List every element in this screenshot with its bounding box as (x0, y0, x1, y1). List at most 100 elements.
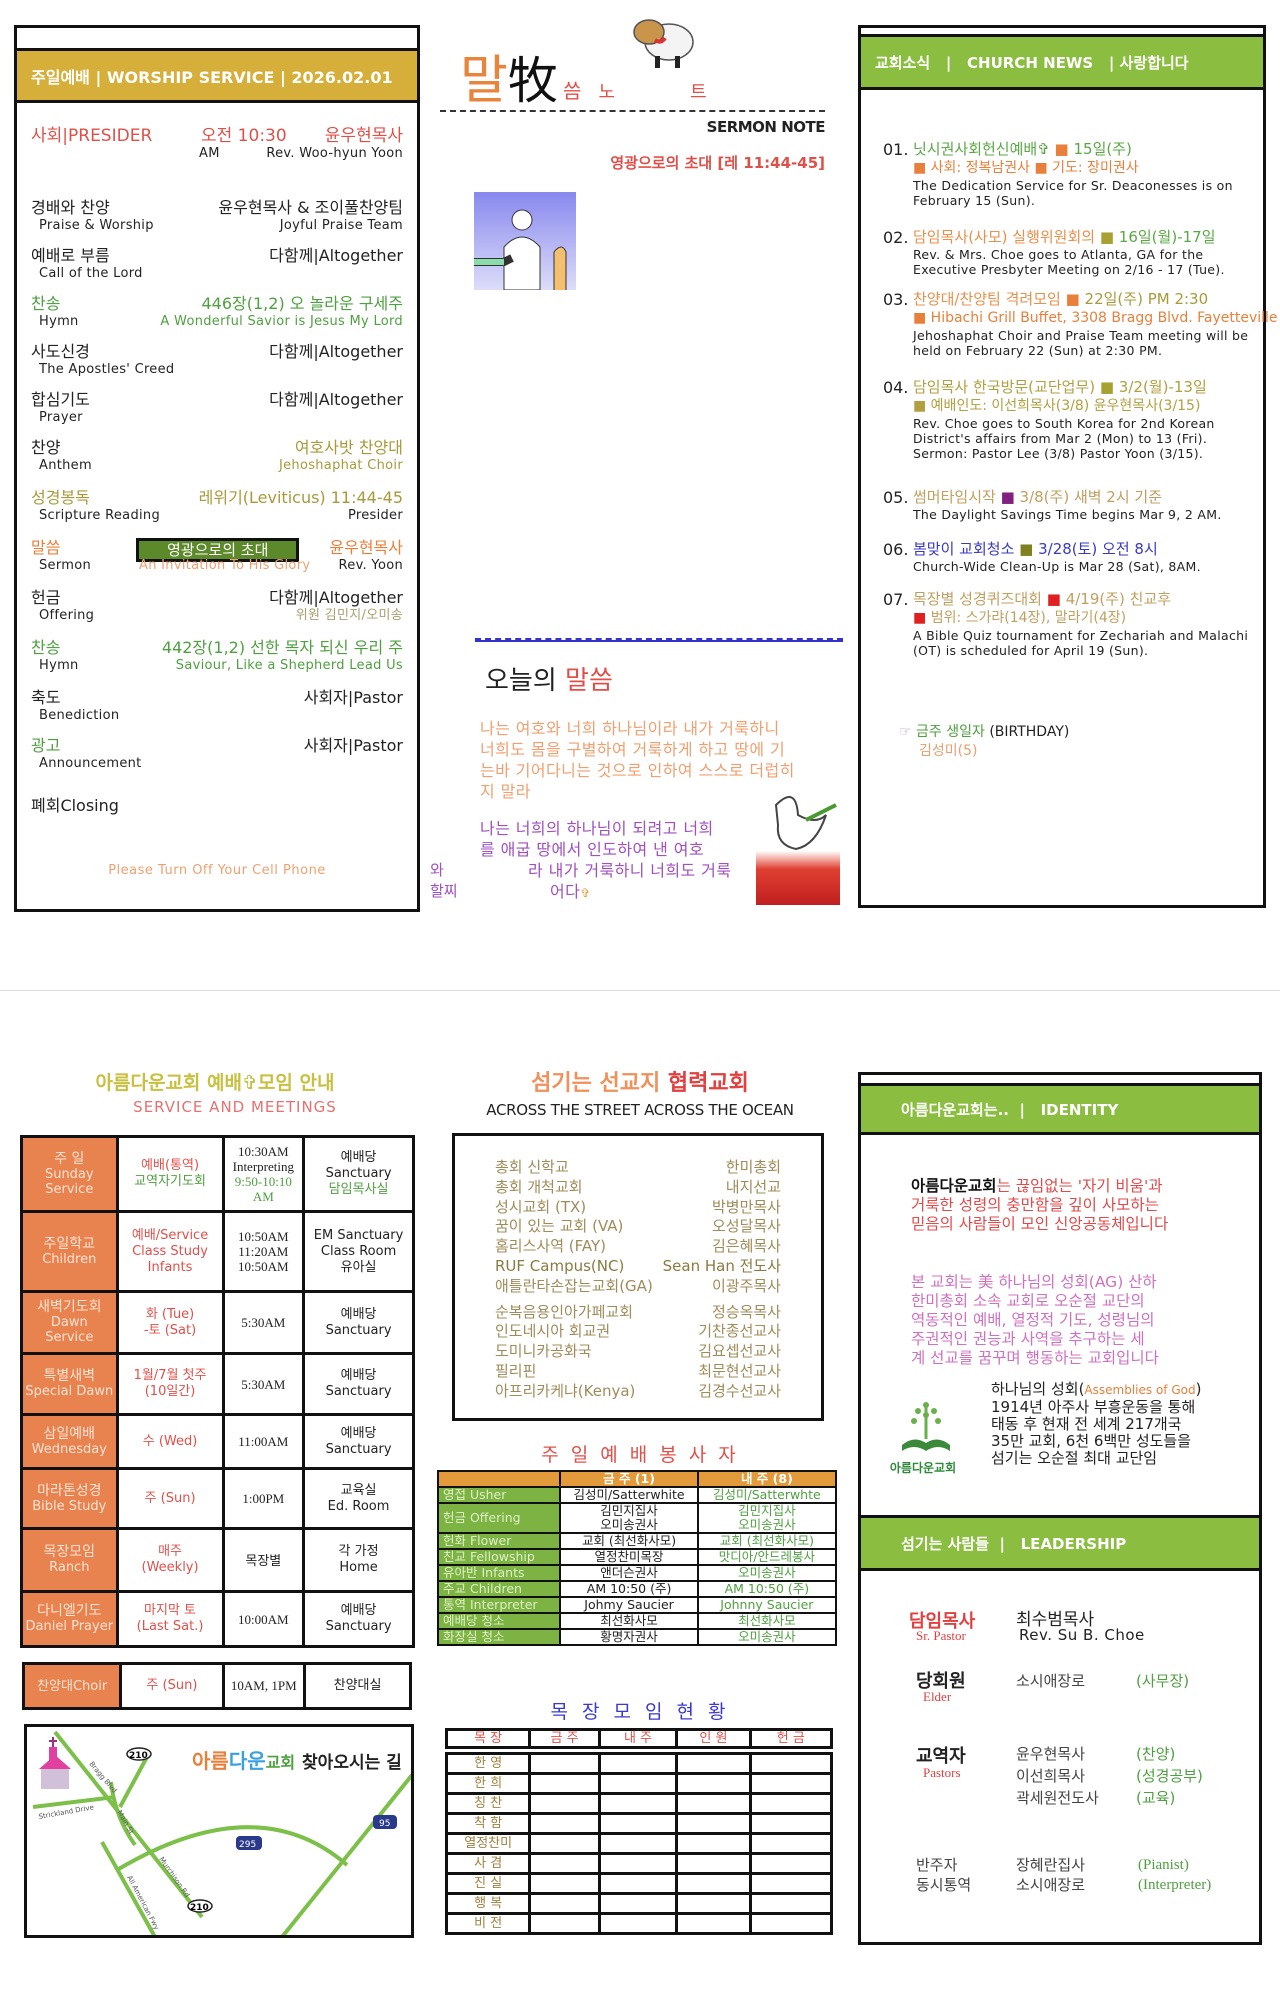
group-cell (597, 1752, 679, 1775)
elder-role: (사무장) (1136, 1672, 1190, 1690)
mission-leader: 내지선교 (725, 1177, 781, 1196)
volunteer-role: 헌화 Flower (436, 1532, 562, 1550)
news-title: 닛시권사회헌신예배✞ ■ 15일(주) (913, 140, 1249, 159)
pastor-row: 윤우현목사 (찬양) (1016, 1743, 1256, 1765)
service-day-line: 교역자기도회 (134, 1174, 206, 1189)
news-title-part: 담임목사 한국방문(교단업무) (913, 378, 1100, 396)
worship-item: 말씀 Sermon 윤우현목사 Rev. Yoon 영광으로의 초대 An Invitat… (31, 538, 403, 584)
news-item: 04. 담임목사 한국방문(교단업무) ■ 3/2(월)-13일 ■ 예배인도: 이… (883, 378, 1249, 461)
shield-210-south: 210 (190, 1903, 209, 1913)
service-place: 각 가정 Home (302, 1527, 415, 1593)
item-leader: 다함께|Altogether (269, 246, 403, 265)
news-number: 02. (883, 228, 909, 247)
item-leader: 다함께|Altogether (269, 588, 403, 607)
volunteer-next-week: 맛디아/안드레봉사 (696, 1548, 838, 1566)
news-number: 01. (883, 140, 909, 159)
sr-pastor-name-en: Rev. Su B. Choe (1019, 1626, 1145, 1644)
volunteer-row: 화장실 청소 황명자권사 오미송권사 (436, 1628, 838, 1646)
sheep-icon (633, 19, 694, 68)
volunteer-this-week: 황명자권사 (559, 1628, 699, 1646)
news-description: A Bible Quiz tournament for Zechariah an… (913, 628, 1249, 658)
news-sub-part: ■ Hibachi Grill Buffet, 3308 Bragg Blvd.… (913, 310, 1278, 326)
item-leader: 446장(1,2) 오 놀라운 구세주 (201, 294, 404, 313)
verse-1: 나는 여호와 너희 하나님이라 내가 거룩하니 너희도 몸을 구별하여 거룩하게 … (480, 718, 795, 802)
sermon-illustration (474, 192, 576, 290)
volunteers-header: 금 주 (1) (559, 1470, 699, 1488)
item-label-ko: 찬양 (31, 438, 61, 457)
volunteer-name: 최선화사모 (600, 1613, 658, 1628)
volunteer-next-week: 김민지집사 오미송권사 (696, 1502, 838, 1534)
item-leader-en: Joyful Praise Team (279, 218, 403, 233)
sr-pastor-label-en: Sr. Pastor (916, 1628, 966, 1643)
news-title-part: 봄맞이 교회청소 (913, 540, 1020, 558)
news-sub-part: ■ 예배인도: 이선희목사(3/8) 윤우현목사(3/15) (913, 398, 1201, 414)
item-leader: 다함께|Altogether (269, 342, 403, 361)
service-name-ko: 주일학교 (43, 1235, 96, 1252)
service-place-line: 예배당 (340, 1368, 377, 1383)
news-title-part: ■ (1099, 378, 1119, 396)
volunteer-name: 열정찬미목장 (594, 1549, 664, 1564)
road-main (109, 1781, 137, 1847)
group-name: 진 실 (444, 1872, 532, 1895)
page-divider (0, 990, 1280, 991)
dove-icon (774, 796, 837, 851)
service-place: 예배당 Sanctuary (302, 1290, 415, 1355)
service-name-ko: 목장모임 (43, 1544, 96, 1560)
sr-pastor-label: 담임목사 (909, 1611, 976, 1632)
volunteer-next-week: 교회 (최선화사모) (696, 1532, 838, 1550)
mission-leader: 박병만목사 (711, 1197, 781, 1216)
pastor-name: 이선희목사 (1016, 1767, 1086, 1785)
news-header: 교회소식 | CHURCH NEWS | 사랑합니다 (861, 34, 1263, 90)
mission-row: 애틀란타손잡는교회(GA) 이광주목사 (495, 1277, 781, 1296)
choir-row: 찬양대Choir 주 (Sun) 10AM, 1PM 찬양대실 (21, 1662, 412, 1710)
group-cell (528, 1812, 601, 1835)
service-place-line: Sanctuary (325, 1619, 392, 1634)
group-cell (748, 1812, 834, 1835)
news-description: Rev. Choe goes to South Korea for 2nd Ko… (913, 416, 1215, 461)
volunteers-header-row: 금 주 (1) 내 주 (8) (436, 1470, 838, 1488)
volunteer-this-week: AM 10:50 (주) (559, 1580, 699, 1598)
service-name-ko: 마라톤성경 (37, 1482, 102, 1499)
news-title: 찬양대/찬양팀 격려모임 ■ 22일(주) PM 2:30 (913, 290, 1249, 309)
volunteer-row: 헌화 Flower 교회 (최선화사모) 교회 (최선화사모) (436, 1532, 838, 1550)
volunteer-this-week: 김성미/Satterwhite (559, 1486, 699, 1504)
service-time: 10:50AM 11:20AM 10:50AM (221, 1210, 306, 1293)
news-title-part: 3/8(주) 새벽 2시 기준 (1019, 488, 1163, 506)
ag-line: 섬기는 오순절 최대 교단임 (991, 1449, 1158, 1467)
road-all-american (100, 1841, 157, 1935)
item-label-ko: 찬송 (31, 638, 61, 657)
mission-church: 도미니카공화국 (495, 1342, 592, 1361)
group-cell (597, 1772, 679, 1795)
item-leader: 여호사밧 찬양대 (294, 438, 403, 457)
item-label-ko: 찬송 (31, 294, 61, 313)
mission-row: 꿈이 있는 교회 (VA) 오성달목사 (495, 1217, 781, 1236)
service-day-line: 화 (Tue) (145, 1306, 195, 1322)
service-day-line: 수 (Wed) (142, 1433, 198, 1449)
news-title-part: ■ (1099, 228, 1119, 246)
service-name: 다니엘기도 Daniel Prayer (20, 1590, 119, 1648)
mission-leader: 김경수선교사 (698, 1381, 781, 1400)
volunteer-role: 주교 Children (436, 1580, 562, 1598)
pastor-role: (성경공부) (1136, 1767, 1203, 1785)
service-time-line: Interpreting (232, 1159, 294, 1174)
service-name-en: Daniel Prayer (25, 1619, 114, 1634)
news-title-part: ■ (1065, 290, 1085, 308)
service-place: 예배당 Sanctuary 담임목사실 (302, 1135, 415, 1213)
service-place-line: 유아실 (340, 1259, 377, 1275)
volunteer-next-week: AM 10:50 (주) (696, 1580, 838, 1598)
service-place: EM Sanctuary Class Room 유아실 (302, 1210, 415, 1293)
mission-church: 필리핀 (495, 1362, 537, 1380)
group-cell (528, 1792, 601, 1815)
road-label: Murchison Rd (157, 1856, 191, 1899)
mission-row: 총회 신학교 한미총회 (495, 1158, 781, 1177)
service-day-line: 예배(통역) (141, 1158, 200, 1173)
volunteer-name: Johnny Saucier (720, 1597, 814, 1612)
service-row: 새벽기도회 Dawn Service 화 (Tue) -토 (Sat) 5:30AM 예배… (20, 1290, 415, 1355)
tree-book-logo-icon (902, 1402, 950, 1451)
service-place-line: Ed. Room (327, 1498, 390, 1514)
service-day-line: (Weekly) (141, 1560, 199, 1575)
news-body: 담임목사 한국방문(교단업무) ■ 3/2(월)-13일 ■ 예배인도: 이선희목… (913, 378, 1249, 461)
group-name: 한 희 (444, 1772, 532, 1795)
ag-line: 태동 후 현재 전 세계 217개국 (991, 1415, 1182, 1433)
sermon-note-label: SERMON NOTE (706, 118, 826, 136)
